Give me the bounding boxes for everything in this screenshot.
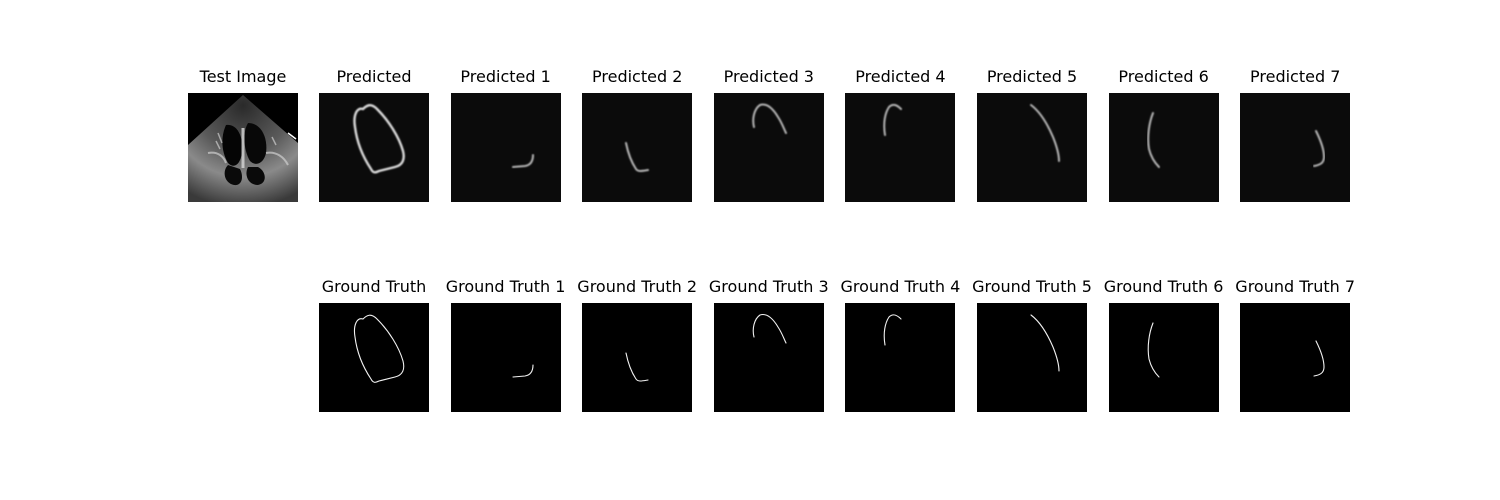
ground-truth-title: Ground Truth 6 (1103, 277, 1224, 296)
predicted-panel: Predicted 4 (845, 67, 956, 202)
predicted-mask-image (713, 93, 824, 202)
predicted-mask-image (450, 93, 561, 202)
predicted-mask-image (1108, 93, 1219, 202)
ground-truth-mask-image (977, 303, 1087, 412)
test-image-title: Test Image (199, 67, 287, 86)
ground-truth-mask-image (713, 303, 824, 412)
predicted-mask-image (1240, 93, 1351, 202)
ground-truth-contour (353, 314, 405, 383)
predicted-mask-image (582, 93, 693, 202)
predicted-contour (1313, 130, 1326, 167)
predicted-contour (1146, 112, 1160, 168)
ground-truth-mask-image (582, 303, 693, 412)
ground-truth-title: Ground Truth 1 (445, 277, 566, 296)
predicted-mask-image (845, 93, 956, 202)
predicted-title: Predicted 4 (855, 67, 946, 86)
ground-truth-title: Ground Truth 4 (840, 277, 961, 296)
predicted-panel: Predicted 1 (450, 67, 561, 202)
predicted-title: Predicted 5 (986, 67, 1078, 86)
ground-truth-title: Ground Truth 5 (972, 277, 1092, 296)
predicted-panel: Predicted 5 (977, 67, 1087, 202)
predicted-panel: Predicted (319, 67, 429, 202)
ground-truth-contour (512, 364, 534, 378)
ground-truth-contour (1313, 340, 1325, 377)
predicted-mask-image (977, 93, 1087, 202)
ground-truth-title: Ground Truth (321, 277, 427, 296)
predicted-mask-image (319, 93, 429, 202)
predicted-contour (353, 104, 405, 174)
predicted-panel: Predicted 7 (1240, 67, 1351, 202)
echocardiogram-image (188, 93, 298, 202)
ground-truth-panel: Ground Truth 5 (972, 277, 1092, 412)
predicted-panel: Predicted 6 (1108, 67, 1219, 202)
predicted-title: Predicted 1 (460, 67, 551, 86)
ground-truth-contour (625, 352, 649, 382)
ground-truth-panel: Ground Truth 7 (1235, 277, 1355, 412)
ground-truth-contour (1030, 314, 1060, 372)
predicted-title: Predicted 6 (1118, 67, 1209, 86)
ground-truth-contour (752, 313, 787, 344)
ground-truth-panel: Ground Truth (319, 277, 429, 412)
ground-truth-panel: Ground Truth 2 (577, 277, 697, 412)
ground-truth-mask-image (450, 303, 561, 412)
predicted-title: Predicted 2 (592, 67, 683, 86)
predicted-title: Predicted 3 (723, 67, 814, 86)
predicted-contour (511, 154, 534, 168)
ground-truth-mask-image (319, 303, 429, 412)
predicted-contour (625, 142, 650, 172)
predicted-contour (752, 103, 787, 134)
ground-truth-panel: Ground Truth 1 (446, 277, 565, 412)
predicted-title: Predicted 7 (1250, 67, 1341, 86)
predicted-title: Predicted (336, 67, 412, 86)
ground-truth-title: Ground Truth 3 (708, 277, 829, 296)
ground-truth-contour (884, 314, 902, 346)
predicted-panel: Predicted 2 (582, 67, 693, 202)
test-image-panel: Test Image (188, 67, 298, 202)
ground-truth-mask-image (1240, 303, 1351, 412)
ground-truth-panel: Ground Truth 4 (841, 277, 960, 412)
predicted-contour (883, 103, 903, 136)
predicted-contour (1030, 104, 1060, 162)
ground-truth-contour (1147, 322, 1160, 378)
ground-truth-title: Ground Truth 2 (577, 277, 698, 296)
predicted-panel: Predicted 3 (713, 67, 824, 202)
ground-truth-mask-image (845, 303, 956, 412)
ground-truth-panel: Ground Truth 6 (1104, 277, 1223, 412)
ground-truth-title: Ground Truth 7 (1235, 277, 1356, 296)
ground-truth-mask-image (1108, 303, 1219, 412)
ground-truth-panel: Ground Truth 3 (709, 277, 829, 412)
